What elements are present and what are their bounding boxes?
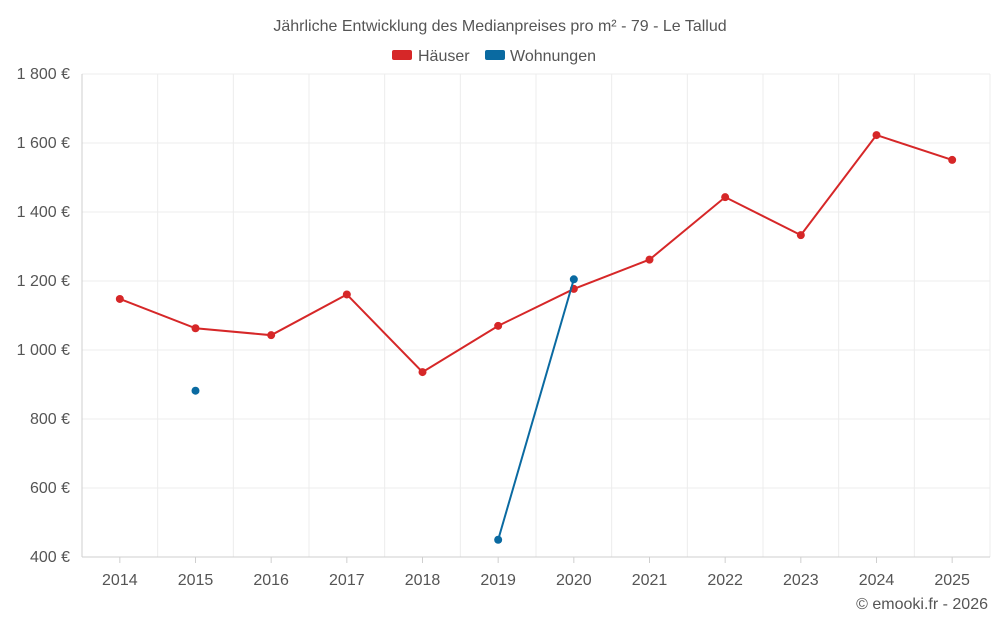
data-point-haeuser-2016[interactable] <box>267 331 276 340</box>
grid <box>82 73 991 557</box>
x-tick-label: 2021 <box>632 572 668 589</box>
legend-item-wohnungen[interactable]: Wohnungen <box>485 48 596 65</box>
data-point-haeuser-2021[interactable] <box>645 255 654 264</box>
y-tick-label: 1 000 € <box>17 342 70 359</box>
x-tick-label: 2016 <box>253 572 289 589</box>
axes: 400 € 600 € 800 € 1 000 € 1 200 € 1 400 € 1 60… <box>17 66 990 589</box>
y-tick-label: 400 € <box>30 549 70 566</box>
credit: © emooki.fr - 2026 <box>856 596 988 613</box>
y-tick-label: 1 400 € <box>17 204 70 221</box>
data-point-haeuser-2017[interactable] <box>342 290 351 299</box>
legend-label-wohnungen: Wohnungen <box>510 48 596 65</box>
data-point-haeuser-2018[interactable] <box>418 368 427 377</box>
legend-swatch-haeuser <box>392 50 412 60</box>
data-point-wohnungen-2019[interactable] <box>494 535 503 544</box>
data-point-haeuser-2024[interactable] <box>872 131 881 140</box>
legend-swatch-wohnungen <box>485 50 505 60</box>
x-tick-label: 2022 <box>707 572 743 589</box>
data-point-haeuser-2023[interactable] <box>796 231 805 240</box>
series-haeuser <box>115 131 957 377</box>
x-tick-label: 2023 <box>783 572 819 589</box>
data-point-haeuser-2015[interactable] <box>191 324 200 333</box>
series-line-wohnungen <box>497 278 575 541</box>
y-tick-label: 800 € <box>30 411 70 428</box>
legend-label-haeuser: Häuser <box>418 48 470 65</box>
y-tick-label: 1 600 € <box>17 135 70 152</box>
x-tick-label: 2024 <box>859 572 895 589</box>
series-line-haeuser <box>119 133 953 374</box>
data-point-haeuser-2014[interactable] <box>115 294 124 303</box>
data-point-wohnungen-2015[interactable] <box>191 386 200 395</box>
chart-title: Jährliche Entwicklung des Medianpreises … <box>273 18 726 35</box>
y-tick-label: 1 200 € <box>17 273 70 290</box>
data-point-haeuser-2025[interactable] <box>948 155 957 164</box>
y-tick-label: 600 € <box>30 480 70 497</box>
x-tick-label: 2015 <box>178 572 214 589</box>
x-tick-label: 2020 <box>556 572 592 589</box>
legend: Häuser Wohnungen <box>392 48 596 65</box>
series <box>115 131 957 544</box>
x-tick-label: 2014 <box>102 572 138 589</box>
y-tick-label: 1 800 € <box>17 66 70 83</box>
data-point-haeuser-2019[interactable] <box>494 321 503 330</box>
data-point-haeuser-2022[interactable] <box>721 193 730 202</box>
data-point-wohnungen-2020[interactable] <box>569 275 578 284</box>
x-tick-label: 2019 <box>480 572 516 589</box>
legend-item-haeuser[interactable]: Häuser <box>392 48 470 65</box>
series-wohnungen <box>191 275 578 544</box>
x-tick-label: 2025 <box>934 572 970 589</box>
x-tick-label: 2017 <box>329 572 365 589</box>
x-tick-label: 2018 <box>405 572 441 589</box>
